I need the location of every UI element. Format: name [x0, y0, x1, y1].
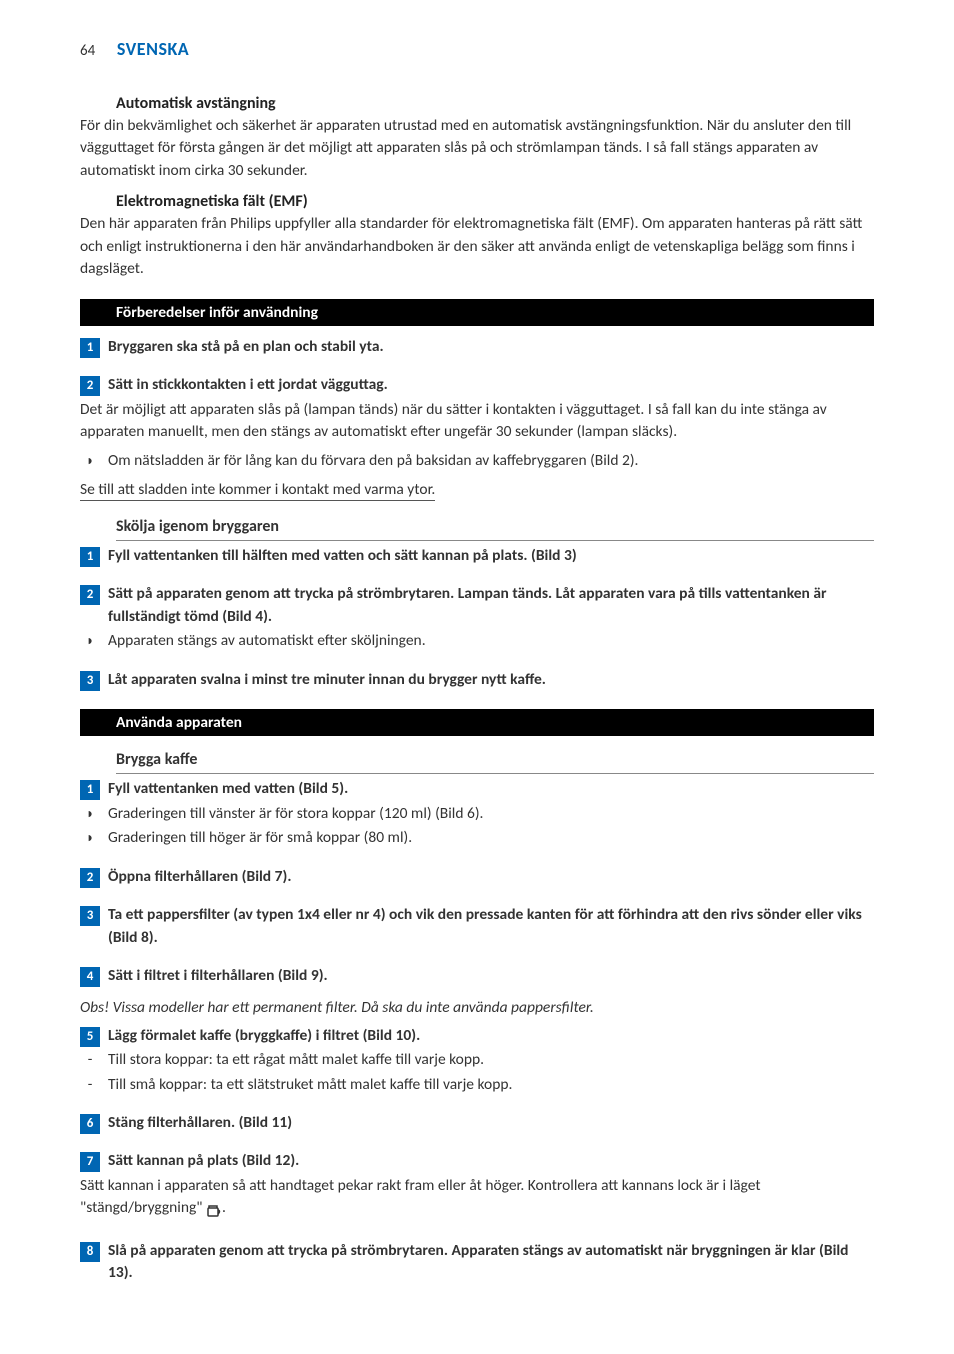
step-text: Ta ett pappersfilter (av typen 1x4 eller… — [108, 904, 874, 949]
rinse-step-3: 3 Låt apparaten svalna i minst tre minut… — [80, 669, 874, 691]
step-number-icon: 1 — [80, 780, 100, 800]
dash-icon: - — [80, 1074, 100, 1096]
body-emf: Den här apparaten från Philips uppfyller… — [80, 213, 874, 280]
step-number-icon: 2 — [80, 868, 100, 888]
brew-step-3: 3 Ta ett pappersfilter (av typen 1x4 ell… — [80, 904, 874, 949]
prep-bullet: ◗ Om nätsladden är för lång kan du förva… — [80, 450, 874, 472]
language-title: SVENSKA — [117, 38, 189, 60]
step-number-icon: 2 — [80, 585, 100, 605]
step-text: Låt apparaten svalna i minst tre minuter… — [108, 669, 546, 691]
brew-note: Obs! Vissa modeller har ett permanent fi… — [80, 998, 874, 1017]
prep-step-1: 1 Bryggaren ska stå på en plan och stabi… — [80, 336, 874, 358]
step-text: Fyll vattentanken till hälften med vatte… — [108, 545, 577, 567]
brew-dash-2: - Till små koppar: ta ett slätstruket må… — [80, 1074, 874, 1096]
bullet-text: Apparaten stängs av automatiskt efter sk… — [108, 630, 426, 652]
brew-step-5: 5 Lägg förmalet kaffe (bryggkaffe) i fil… — [80, 1025, 874, 1047]
step-text: Sätt kannan på plats (Bild 12). — [108, 1150, 299, 1172]
bullet-text: Graderingen till vänster är för stora ko… — [108, 803, 483, 825]
bar-preparation: Förberedelser inför användning — [80, 299, 874, 326]
heading-emf: Elektromagnetiska fält (EMF) — [116, 192, 874, 211]
bullet-icon: ◗ — [80, 803, 100, 825]
step-number-icon: 6 — [80, 1114, 100, 1134]
bullet-icon: ◗ — [80, 827, 100, 849]
step-number-icon: 3 — [80, 906, 100, 926]
brew-step-6: 6 Stäng filterhållaren. (Bild 11) — [80, 1112, 874, 1134]
page: 64 SVENSKA Automatisk avstängning För di… — [0, 0, 954, 1354]
brew-step-8: 8 Slå på apparaten genom att trycka på s… — [80, 1240, 874, 1285]
step-text: Sätt in stickkontakten i ett jordat vägg… — [108, 374, 388, 396]
prep-step-2-group: 2 Sätt in stickkontakten i ett jordat vä… — [80, 374, 874, 443]
heading-auto-off: Automatisk avstängning — [116, 94, 874, 113]
brew-after7-b: . — [222, 1198, 226, 1217]
brew-step-7: 7 Sätt kannan på plats (Bild 12). — [80, 1150, 874, 1172]
step-number-icon: 4 — [80, 967, 100, 987]
step-number-icon: 1 — [80, 547, 100, 567]
rinse-step-1: 1 Fyll vattentanken till hälften med vat… — [80, 545, 874, 567]
brew-step-7-body: Sätt kannan i apparaten så att handtaget… — [80, 1175, 874, 1220]
body-auto-off: För din bekvämlighet och säkerhet är app… — [80, 115, 874, 182]
dash-text: Till små koppar: ta ett slätstruket mått… — [108, 1074, 512, 1096]
step-text: Slå på apparaten genom att trycka på str… — [108, 1240, 874, 1285]
bar-use: Använda apparaten — [80, 709, 874, 736]
step-text: Stäng filterhållaren. (Bild 11) — [108, 1112, 292, 1134]
bullet-text: Om nätsladden är för lång kan du förvara… — [108, 450, 638, 472]
brew-step-2: 2 Öppna filterhållaren (Bild 7). — [80, 866, 874, 888]
prep-step-2-body: Det är möjligt att apparaten slås på (la… — [80, 399, 874, 444]
brew-after7-a: Sätt kannan i apparaten så att handtaget… — [80, 1176, 761, 1217]
heading-brew: Brygga kaffe — [116, 750, 874, 774]
brew-bullet-1: ◗ Graderingen till vänster är för stora … — [80, 803, 874, 825]
dash-icon: - — [80, 1049, 100, 1071]
brew-bullet-2: ◗ Graderingen till höger är för små kopp… — [80, 827, 874, 849]
step-text: Sätt på apparaten genom att trycka på st… — [108, 583, 874, 628]
dash-text: Till stora koppar: ta ett rågat mått mal… — [108, 1049, 484, 1071]
jug-lid-icon — [206, 1202, 222, 1216]
step-number-icon: 3 — [80, 671, 100, 691]
rinse-step-2: 2 Sätt på apparaten genom att trycka på … — [80, 583, 874, 628]
step-number-icon: 5 — [80, 1027, 100, 1047]
step-number-icon: 8 — [80, 1242, 100, 1262]
bullet-icon: ◗ — [80, 450, 100, 472]
bullet-icon: ◗ — [80, 630, 100, 652]
step-number-icon: 2 — [80, 376, 100, 396]
step-text: Sätt i filtret i filterhållaren (Bild 9)… — [108, 965, 328, 987]
heading-rinse: Skölja igenom bryggaren — [116, 517, 874, 541]
step-number-icon: 1 — [80, 338, 100, 358]
step-text: Fyll vattentanken med vatten (Bild 5). — [108, 778, 348, 800]
step-text: Lägg förmalet kaffe (bryggkaffe) i filtr… — [108, 1025, 420, 1047]
brew-step-1: 1 Fyll vattentanken med vatten (Bild 5). — [80, 778, 874, 800]
step-number-icon: 7 — [80, 1152, 100, 1172]
rinse-bullet: ◗ Apparaten stängs av automatiskt efter … — [80, 630, 874, 652]
brew-dash-1: - Till stora koppar: ta ett rågat mått m… — [80, 1049, 874, 1071]
underline-text: Se till att sladden inte kommer i kontak… — [80, 480, 435, 501]
page-header: 64 SVENSKA — [80, 38, 874, 60]
step-text: Bryggaren ska stå på en plan och stabil … — [108, 336, 384, 358]
bullet-text: Graderingen till höger är för små koppar… — [108, 827, 412, 849]
prep-step-2: 2 Sätt in stickkontakten i ett jordat vä… — [80, 374, 874, 396]
page-number: 64 — [80, 42, 95, 60]
step-text: Öppna filterhållaren (Bild 7). — [108, 866, 291, 888]
prep-underline-note: Se till att sladden inte kommer i kontak… — [80, 478, 874, 503]
brew-step-4: 4 Sätt i filtret i filterhållaren (Bild … — [80, 965, 874, 987]
